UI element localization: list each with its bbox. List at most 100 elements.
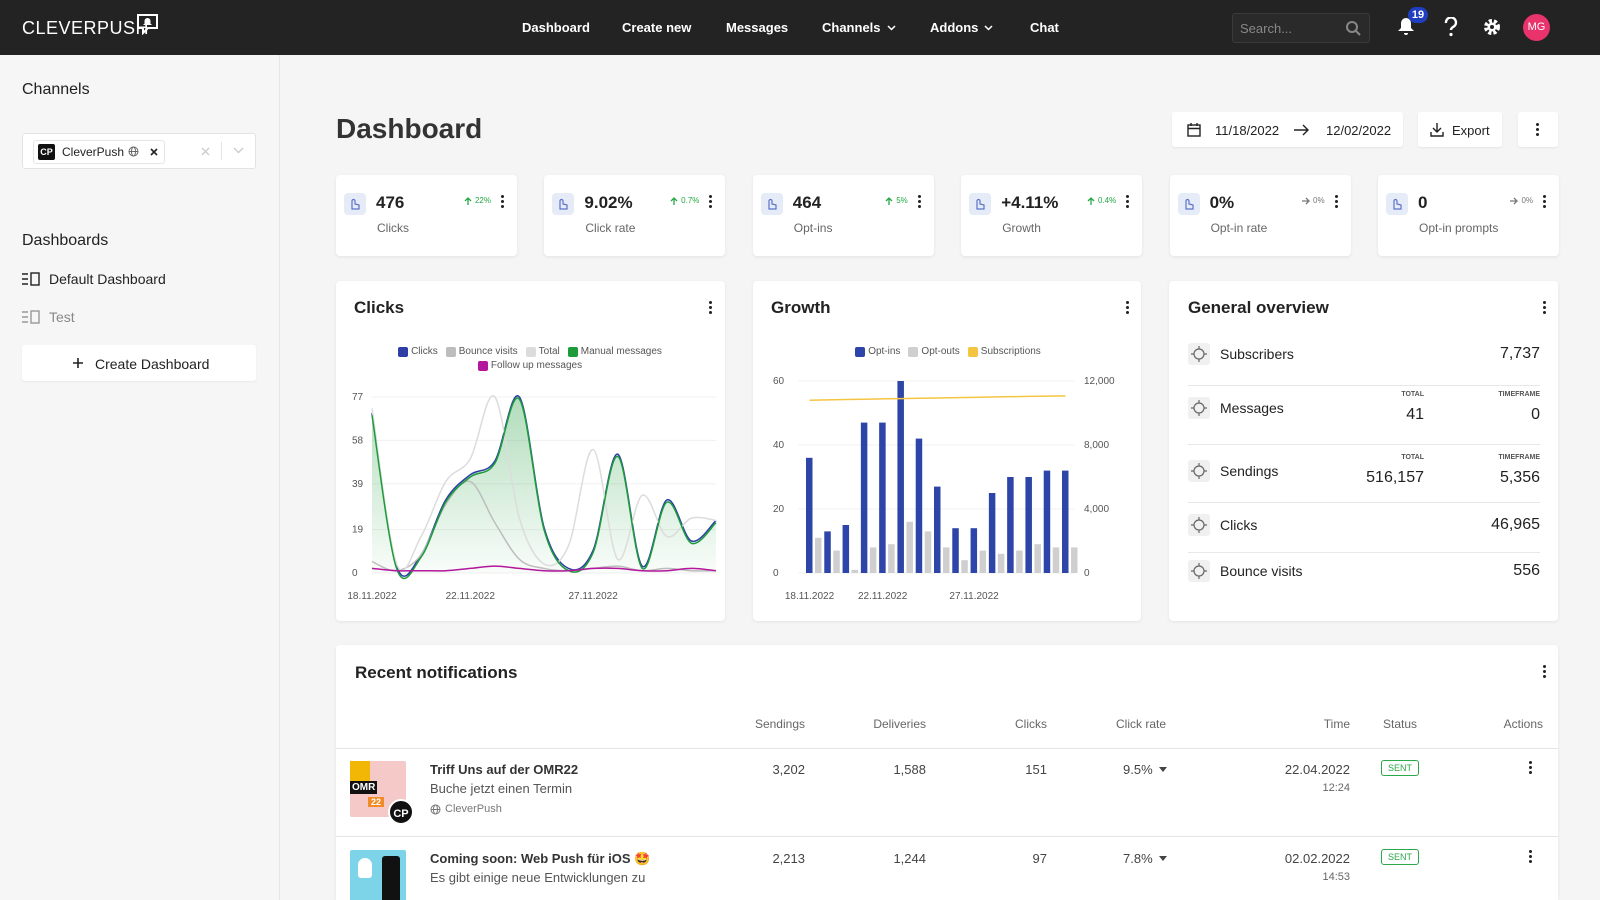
date-from: 11/18/2022 [1215,123,1280,138]
sidebar-heading: Channels [22,81,90,98]
cell-sendings: 3,202 [772,762,805,777]
thumb-text: OMR [350,781,378,794]
notification-title[interactable]: Triff Uns auf der OMR22 [430,762,579,777]
column-caption: TOTAL [1401,454,1424,461]
legend: Clicks Bounce visits Total Manual messages F… [385,346,675,371]
bar [943,547,950,573]
thumb-text: 22 [368,797,385,807]
trend-icon [670,196,678,205]
overview-icon [1188,514,1210,536]
x-tick-label: 27.11.2022 [949,591,999,602]
notifications-icon[interactable] [1397,17,1415,37]
column-header: Deliveries [873,717,926,731]
notification-title[interactable]: Coming soon: Web Push für iOS 🤩 [430,851,651,866]
legend-item[interactable]: Bounce visits [445,346,518,357]
legend-label: Clicks [411,346,438,357]
y-tick-label: 39 [352,479,364,490]
row-menu[interactable] [1334,195,1339,210]
line [809,395,1066,401]
row-menu[interactable] [917,195,922,210]
column-header: Sendings [754,717,805,731]
kpi-card: 0 0% Opt-in prompts [1378,175,1559,256]
remove-chip[interactable] [150,148,158,156]
nav-item[interactable]: Dashboard [522,0,590,55]
trend-icon [1302,197,1310,204]
brand[interactable]: CLEVERPUSH [22,18,150,38]
bar [860,422,868,573]
kpi-change: 0.4% [1087,196,1116,205]
legend-swatch [398,346,409,357]
download-icon [1430,123,1444,137]
row-menu[interactable] [1126,195,1130,210]
legend-item[interactable]: Opt-ins [855,346,900,357]
legend-item[interactable]: Clicks [398,346,438,357]
overview-icon [1188,397,1210,419]
legend-swatch [567,346,578,357]
nav-item[interactable]: Addons [930,0,993,55]
dashboard-item[interactable]: Test [22,307,256,327]
help-icon[interactable] [1444,17,1458,37]
legend-item[interactable]: Follow up messages [477,360,582,371]
legend-item[interactable]: Opt-outs [908,346,960,357]
bar [934,486,941,573]
settings-icon[interactable] [1483,18,1501,36]
y-tick-label: 0 [352,568,358,579]
dashboard-item[interactable]: Default Dashboard [22,269,256,289]
nav-item[interactable]: Chat [1030,0,1059,55]
date-range[interactable]: 11/18/2022 12/02/2022 [1172,112,1403,147]
cell-clicks: 97 [1032,851,1047,866]
cell-time: 12:24 [1322,782,1350,794]
y-tick-label: 58 [352,435,364,446]
card-menu[interactable] [709,301,713,316]
column-caption: TIMEFRAME [1498,391,1540,398]
arrow-icon [1294,124,1309,136]
row-menu[interactable] [1529,761,1533,776]
nav-item[interactable]: Create new [622,0,691,55]
clear-icon[interactable] [201,147,210,156]
y-tick-label: 8,000 [1084,440,1109,451]
export-button[interactable]: Export [1418,112,1502,147]
row-menu[interactable] [709,195,713,210]
more-button[interactable] [1518,112,1558,147]
row-menu[interactable] [1543,195,1547,210]
cell-clicks: 151 [1025,762,1047,777]
thumb-bulb [358,858,372,878]
search-input[interactable]: Search... [1232,13,1370,43]
legend-item[interactable]: Subscriptions [967,346,1041,357]
nav-item[interactable]: Channels [822,0,896,55]
avatar[interactable]: MG [1523,14,1550,41]
bar [961,560,968,573]
y-tick-label: 12,000 [1084,376,1115,387]
legend-item[interactable]: Total [525,346,560,357]
legend-item[interactable]: Manual messages [567,346,662,357]
row-menu[interactable] [1529,850,1533,865]
channel-select[interactable]: CP CleverPush [22,133,256,169]
y-tick-label: 4,000 [1084,504,1109,515]
bar [1034,544,1041,573]
growth-card: Growth Opt-ins Opt-outs Subscriptions 0 20 40 6… [753,281,1141,621]
cell-click-rate[interactable]: 9.5% [1123,762,1167,777]
cell-date: 02.02.2022 [1284,851,1350,866]
nav-label: Dashboard [522,20,590,35]
notification-text: Buche jetzt einen Termin [430,781,573,796]
x-tick-label: 18.11.2022 [785,591,835,602]
row-menu[interactable] [501,195,505,210]
nav-item[interactable]: Messages [726,0,788,55]
card-menu[interactable] [1543,301,1547,316]
cell-date: 22.04.2022 [1284,762,1350,777]
cell-click-rate[interactable]: 7.8% [1123,851,1167,866]
dashboard-label: Default Dashboard [49,271,166,287]
dropdown-icon[interactable] [233,147,244,155]
kpi-label: Opt-in prompts [1419,221,1499,235]
card-menu[interactable] [1126,301,1130,316]
create-dashboard-button[interactable]: Create Dashboard [22,345,256,381]
divider [1188,552,1540,553]
legend-swatch [445,346,456,357]
kpi-card: 0% 0% Opt-in rate [1169,175,1351,256]
card-menu[interactable] [1543,665,1547,680]
legend-swatch [477,360,488,371]
bar [1052,547,1060,573]
chart-plot: 0 19 39 58 77 18.11.2022 22.11.2022 27.11.2022 [347,392,717,602]
kpi-card: 9.02% 0.7% Click rate [544,175,726,256]
thumbnail: OMR 22 CP [350,761,414,825]
